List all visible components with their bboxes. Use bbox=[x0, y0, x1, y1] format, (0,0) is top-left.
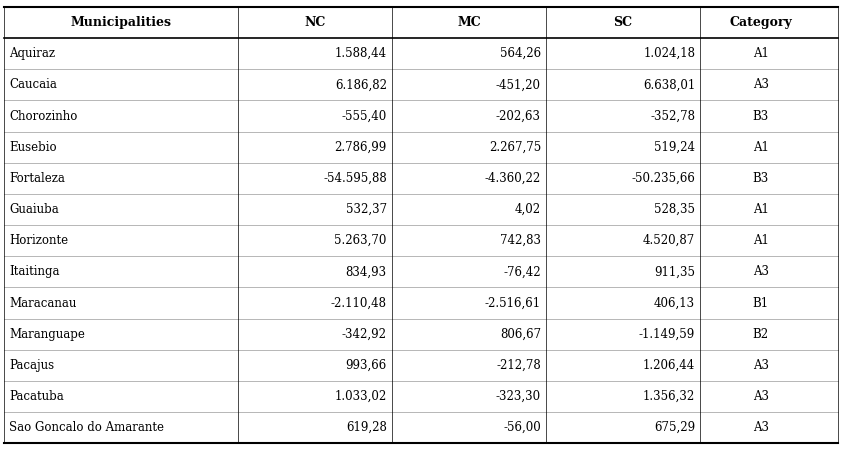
Text: -56,00: -56,00 bbox=[504, 421, 541, 434]
Text: -54.595,88: -54.595,88 bbox=[323, 172, 386, 185]
Text: 1.024,18: 1.024,18 bbox=[643, 47, 695, 60]
Text: -212,78: -212,78 bbox=[496, 359, 541, 372]
Text: -4.360,22: -4.360,22 bbox=[485, 172, 541, 185]
Text: 5.263,70: 5.263,70 bbox=[334, 234, 386, 247]
Text: MC: MC bbox=[457, 16, 481, 29]
Text: 1.206,44: 1.206,44 bbox=[643, 359, 695, 372]
Text: A1: A1 bbox=[753, 203, 769, 216]
Text: Aquiraz: Aquiraz bbox=[9, 47, 56, 60]
Text: B3: B3 bbox=[753, 172, 769, 185]
Text: 528,35: 528,35 bbox=[654, 203, 695, 216]
Text: A1: A1 bbox=[753, 234, 769, 247]
Text: Municipalities: Municipalities bbox=[71, 16, 172, 29]
Text: 2.267,75: 2.267,75 bbox=[488, 141, 541, 154]
Text: Horizonte: Horizonte bbox=[9, 234, 68, 247]
Text: Pacatuba: Pacatuba bbox=[9, 390, 64, 403]
Text: 1.588,44: 1.588,44 bbox=[334, 47, 386, 60]
Text: 619,28: 619,28 bbox=[346, 421, 386, 434]
Text: -2.110,48: -2.110,48 bbox=[331, 297, 386, 310]
Text: A1: A1 bbox=[753, 141, 769, 154]
Text: B3: B3 bbox=[753, 110, 769, 122]
Text: -323,30: -323,30 bbox=[496, 390, 541, 403]
Text: 406,13: 406,13 bbox=[654, 297, 695, 310]
Text: NC: NC bbox=[304, 16, 325, 29]
Text: 6.186,82: 6.186,82 bbox=[335, 78, 386, 91]
Text: Itaitinga: Itaitinga bbox=[9, 266, 60, 279]
Text: A1: A1 bbox=[753, 47, 769, 60]
Text: Caucaia: Caucaia bbox=[9, 78, 57, 91]
Text: 993,66: 993,66 bbox=[345, 359, 386, 372]
Text: 519,24: 519,24 bbox=[654, 141, 695, 154]
Text: Guaiuba: Guaiuba bbox=[9, 203, 59, 216]
Text: -2.516,61: -2.516,61 bbox=[485, 297, 541, 310]
Text: A3: A3 bbox=[753, 266, 769, 279]
Text: -76,42: -76,42 bbox=[504, 266, 541, 279]
Text: 2.786,99: 2.786,99 bbox=[334, 141, 386, 154]
Text: Category: Category bbox=[729, 16, 792, 29]
Text: B1: B1 bbox=[753, 297, 769, 310]
Text: B2: B2 bbox=[753, 328, 769, 341]
Text: -342,92: -342,92 bbox=[342, 328, 386, 341]
Text: -352,78: -352,78 bbox=[650, 110, 695, 122]
Text: A3: A3 bbox=[753, 390, 769, 403]
Text: -202,63: -202,63 bbox=[496, 110, 541, 122]
Text: Eusebio: Eusebio bbox=[9, 141, 57, 154]
Text: Maranguape: Maranguape bbox=[9, 328, 85, 341]
Text: 1.033,02: 1.033,02 bbox=[334, 390, 386, 403]
Text: 6.638,01: 6.638,01 bbox=[643, 78, 695, 91]
Text: SC: SC bbox=[614, 16, 632, 29]
Text: 4,02: 4,02 bbox=[514, 203, 541, 216]
Text: Chorozinho: Chorozinho bbox=[9, 110, 77, 122]
Text: -555,40: -555,40 bbox=[342, 110, 386, 122]
Text: 564,26: 564,26 bbox=[500, 47, 541, 60]
Text: A3: A3 bbox=[753, 78, 769, 91]
Text: -451,20: -451,20 bbox=[496, 78, 541, 91]
Text: 742,83: 742,83 bbox=[500, 234, 541, 247]
Text: -50.235,66: -50.235,66 bbox=[632, 172, 695, 185]
Text: Pacajus: Pacajus bbox=[9, 359, 55, 372]
Text: 532,37: 532,37 bbox=[346, 203, 386, 216]
Text: Maracanau: Maracanau bbox=[9, 297, 77, 310]
Text: -1.149,59: -1.149,59 bbox=[639, 328, 695, 341]
Text: A3: A3 bbox=[753, 421, 769, 434]
Text: 4.520,87: 4.520,87 bbox=[643, 234, 695, 247]
Text: 911,35: 911,35 bbox=[654, 266, 695, 279]
Text: A3: A3 bbox=[753, 359, 769, 372]
Text: 675,29: 675,29 bbox=[654, 421, 695, 434]
Text: 834,93: 834,93 bbox=[346, 266, 386, 279]
Text: Sao Goncalo do Amarante: Sao Goncalo do Amarante bbox=[9, 421, 164, 434]
Text: 1.356,32: 1.356,32 bbox=[643, 390, 695, 403]
Text: Fortaleza: Fortaleza bbox=[9, 172, 65, 185]
Text: 806,67: 806,67 bbox=[500, 328, 541, 341]
